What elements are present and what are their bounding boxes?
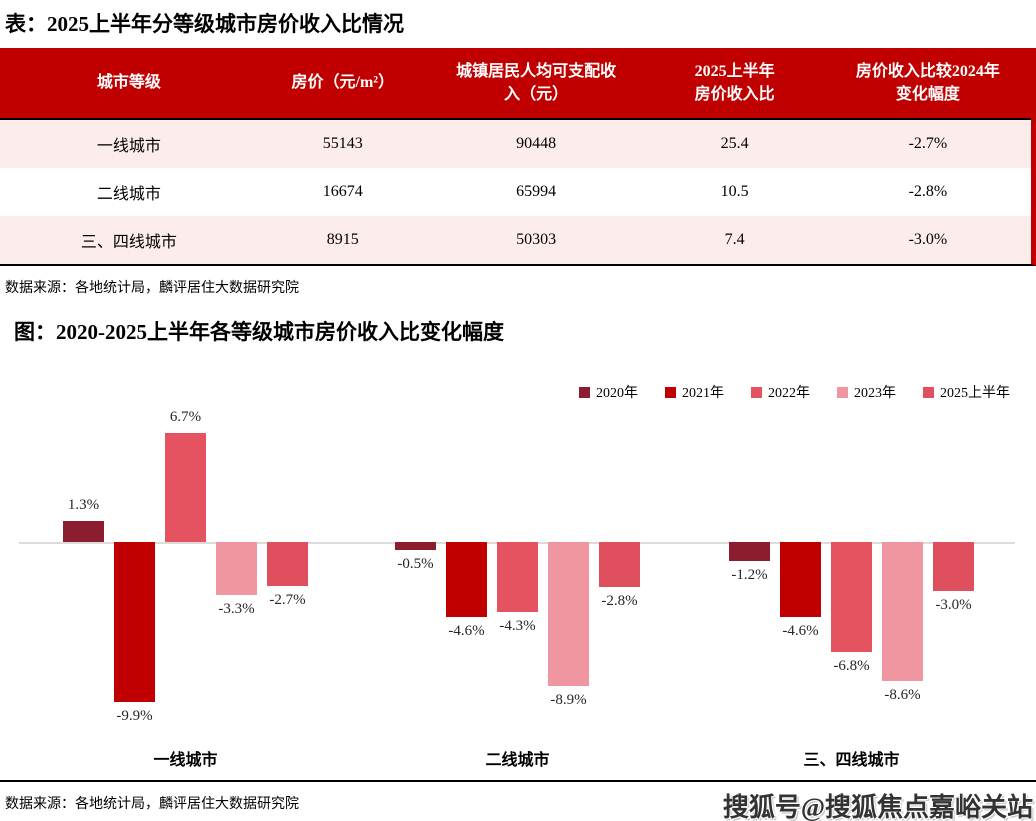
category-label: 一线城市 <box>153 752 218 769</box>
bar-value-label: -4.3% <box>499 617 536 634</box>
legend-item-label: 2025上半年 <box>940 386 1010 401</box>
bar <box>395 542 436 551</box>
bar <box>548 542 589 687</box>
bar-chart: 2020年 2021年 2022年 2023年 2025上半年 1.3% -9.9% 6.7… <box>0 360 1036 782</box>
chart-title: 图：2020-2025上半年各等级城市房价收入比变化幅度 <box>14 320 504 344</box>
table-header-cell: 城镇居民人均可支配收 入（元） <box>427 48 645 120</box>
legend-item: 2023年 <box>837 382 896 402</box>
bar <box>780 542 821 617</box>
table-cell: 7.4 <box>724 231 745 248</box>
table-cell: 16674 <box>322 183 363 200</box>
bar <box>114 542 155 703</box>
table-title: 表：2025上半年分等级城市房价收入比情况 <box>5 12 404 36</box>
price-income-table: 城市等级 房价（元/m²） 城镇居民人均可支配收 入（元） 2025上半年 房价收入比… <box>0 48 1036 266</box>
bar-value-label: -4.6% <box>448 622 485 639</box>
legend-item: 2021年 <box>665 382 724 402</box>
table-source: 数据来源：各地统计局，麟评居住大数据研究院 <box>5 281 299 296</box>
legend-item-label: 2021年 <box>682 386 724 401</box>
bar <box>267 542 308 586</box>
bar-value-label: -0.5% <box>397 556 434 573</box>
table-cell: 65994 <box>516 183 557 200</box>
bar-value-label: -8.9% <box>550 692 587 709</box>
table-cell: -2.7% <box>908 135 948 152</box>
legend-swatch-icon <box>923 386 934 398</box>
table-header-cell: 城市等级 <box>0 48 258 120</box>
legend-swatch-icon <box>579 386 590 398</box>
table-cell: 90448 <box>516 135 557 152</box>
legend-swatch-icon <box>837 386 848 398</box>
table-cell: 三、四线城市 <box>80 234 177 251</box>
category-label: 三、四线城市 <box>803 752 900 769</box>
bar-group: -0.5% -4.6% -4.3% -8.9% -2.8% 二线城市 <box>395 360 640 780</box>
table-cell: 二线城市 <box>96 186 161 203</box>
table-header-row: 城市等级 房价（元/m²） 城镇居民人均可支配收 入（元） 2025上半年 房价收入比… <box>0 48 1031 120</box>
table-body: 一线城市 55143 90448 25.4 -2.7% 二线城市 16674 65994 10.… <box>0 119 1031 264</box>
legend-item: 2022年 <box>751 382 810 402</box>
category-label: 二线城市 <box>485 752 550 769</box>
table-cell: -3.0% <box>908 231 948 248</box>
table-cell: -2.8% <box>908 183 948 200</box>
bar-value-label: -3.3% <box>218 601 255 618</box>
table-row: 三、四线城市 8915 50303 7.4 -3.0% <box>0 216 1031 264</box>
table-cell: 8915 <box>326 231 359 248</box>
bar <box>165 433 206 542</box>
table-cell: 一线城市 <box>96 138 161 155</box>
bar-group: -1.2% -4.6% -6.8% -8.6% -3.0% 三、四线城市 <box>729 360 974 780</box>
legend-item-label: 2023年 <box>854 386 896 401</box>
watermark-text: 搜狐号@搜狐焦点嘉峪关站 <box>722 793 1033 821</box>
table-header-cell: 房价收入比较2024年 变化幅度 <box>824 48 1031 120</box>
bar <box>882 542 923 682</box>
bar-value-label: -9.9% <box>116 708 153 725</box>
bar-value-label: -2.8% <box>601 593 638 610</box>
bar <box>729 542 770 562</box>
chart-legend: 2020年 2021年 2022年 2023年 2025上半年 <box>579 382 1010 402</box>
legend-item-label: 2022年 <box>768 386 810 401</box>
table-cell: 10.5 <box>720 183 749 200</box>
bar <box>599 542 640 588</box>
table-cell: 25.4 <box>720 135 749 152</box>
bar-group: 1.3% -9.9% 6.7% -3.3% -2.7% 一线城市 <box>63 360 308 780</box>
table-header-cell: 房价（元/m²） <box>257 48 428 120</box>
legend-item: 2020年 <box>579 382 638 402</box>
legend-swatch-icon <box>751 386 762 398</box>
bar-value-label: -2.7% <box>269 591 306 608</box>
legend-item: 2025上半年 <box>923 382 1010 402</box>
bar <box>831 542 872 653</box>
bar-value-label: -8.6% <box>884 687 921 704</box>
bar <box>446 542 487 617</box>
bar <box>497 542 538 612</box>
table-row: 二线城市 16674 65994 10.5 -2.8% <box>0 168 1031 216</box>
bar <box>216 542 257 596</box>
table-cell: 55143 <box>322 135 363 152</box>
bar-value-label: -6.8% <box>833 658 870 675</box>
bar-value-label: -1.2% <box>731 567 768 584</box>
chart-source: 数据来源：各地统计局，麟评居住大数据研究院 <box>5 797 299 812</box>
bar-value-label: 1.3% <box>67 496 100 513</box>
legend-swatch-icon <box>665 386 676 398</box>
legend-item-label: 2020年 <box>596 386 638 401</box>
table-cell: 50303 <box>516 231 557 248</box>
table-header-cell: 2025上半年 房价收入比 <box>644 48 825 120</box>
bar <box>933 542 974 591</box>
bar-value-label: 6.7% <box>169 409 202 426</box>
table-row: 一线城市 55143 90448 25.4 -2.7% <box>0 119 1031 168</box>
bar <box>63 520 104 542</box>
bar-value-label: -4.6% <box>782 622 819 639</box>
bar-value-label: -3.0% <box>935 596 972 613</box>
